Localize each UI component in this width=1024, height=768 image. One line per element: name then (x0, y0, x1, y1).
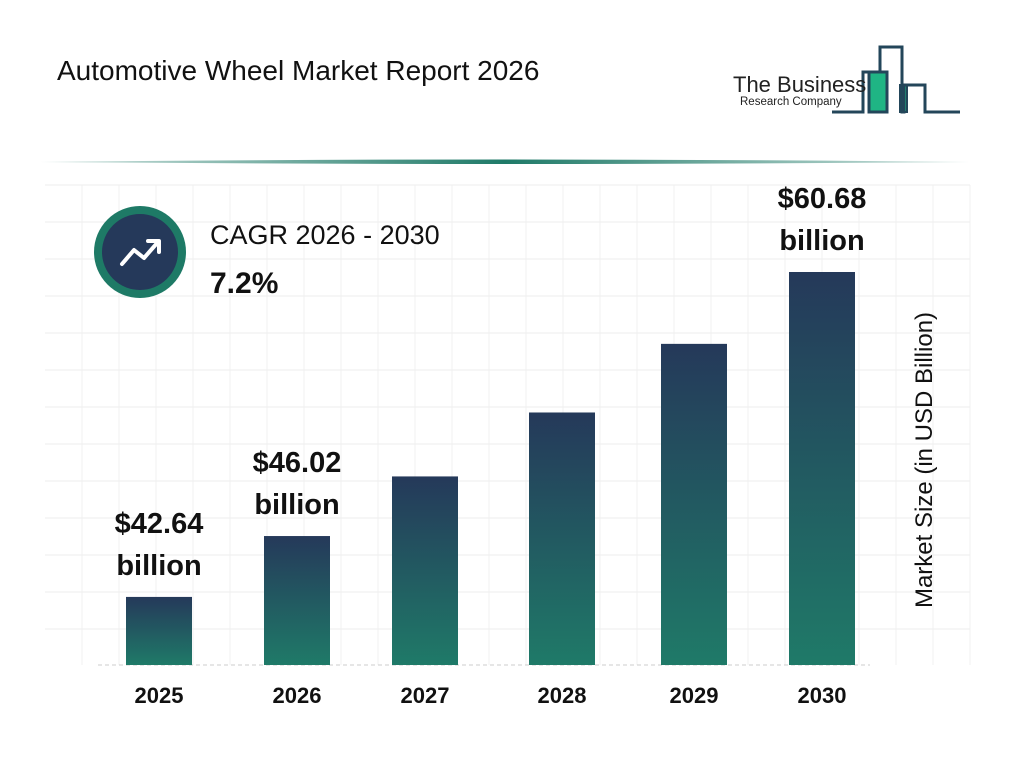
x-tick-label: 2030 (798, 683, 847, 708)
cagr-value: 7.2% (210, 267, 279, 300)
bar-2025 (126, 596, 192, 665)
x-tick-label: 2026 (273, 683, 322, 708)
cagr-label: CAGR 2026 - 2030 (210, 220, 440, 250)
company-logo: The Business Research Company (720, 40, 970, 120)
bar-2030 (789, 272, 855, 665)
data-label: billion (254, 489, 339, 521)
data-label: billion (779, 225, 864, 257)
logo-text-line1: The Business (733, 72, 867, 97)
trending-up-icon (94, 206, 186, 298)
x-tick-label: 2027 (401, 683, 450, 708)
x-tick-label: 2025 (135, 683, 184, 708)
y-axis-label: Market Size (in USD Billion) (911, 311, 938, 609)
header-divider (40, 159, 970, 164)
x-tick-label: 2029 (670, 683, 719, 708)
x-tick-label: 2028 (538, 683, 587, 708)
bar-2026 (264, 536, 330, 665)
data-label: $42.64 (115, 508, 204, 540)
bar-2029 (661, 343, 727, 665)
logo-text-line2: Research Company (740, 96, 842, 108)
page-title: Automotive Wheel Market Report 2026 (57, 55, 540, 86)
data-label: $46.02 (253, 447, 342, 479)
data-label: billion (116, 550, 201, 582)
data-label: $60.68 (778, 183, 867, 215)
logo-buildings-icon (832, 45, 960, 114)
bar-2028 (529, 412, 595, 665)
bar-2027 (392, 476, 458, 665)
